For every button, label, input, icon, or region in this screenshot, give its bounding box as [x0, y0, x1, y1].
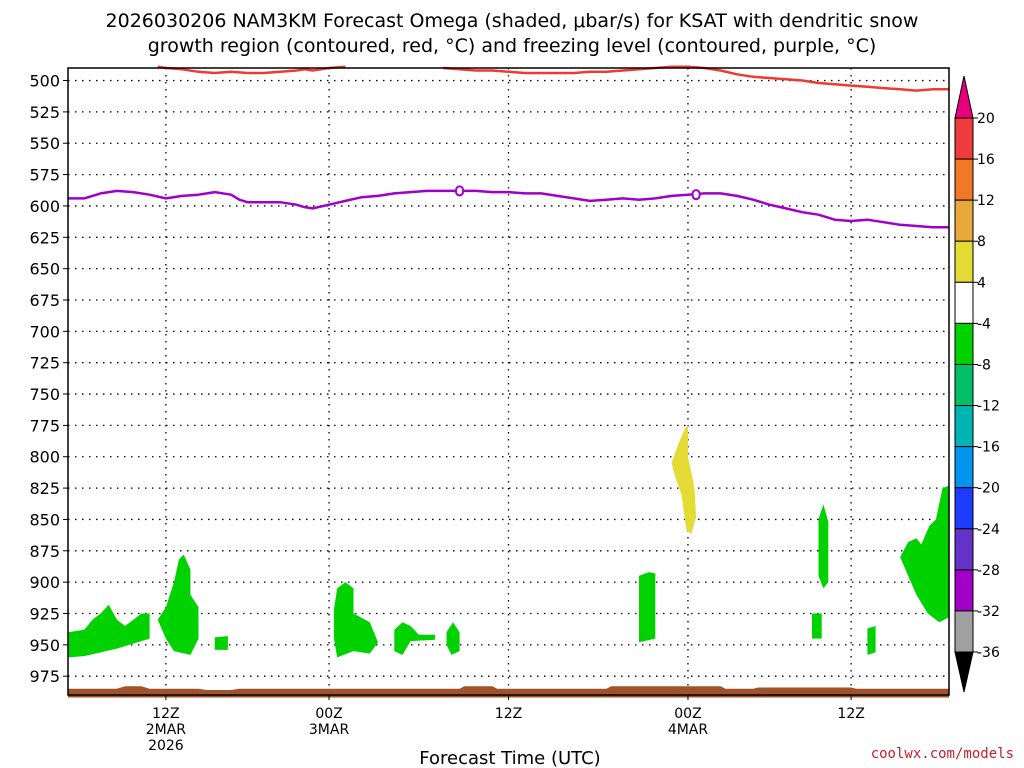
chart-title-line-1: 2026030206 NAM3KM Forecast Omega (shaded… [106, 10, 919, 32]
shaded-area [333, 582, 378, 658]
colorbar-swatch [954, 528, 974, 571]
colorbar-swatch [954, 446, 974, 489]
colorbar-swatch [954, 322, 974, 365]
colorbar-tick-label: -20 [977, 481, 1000, 497]
y-tick-label: 975 [29, 667, 60, 686]
colorbar-top-arrow [954, 75, 974, 119]
colorbar-tick-label: 4 [977, 275, 986, 291]
shaded-area [68, 604, 150, 658]
x-tick-label: 12Z [837, 706, 864, 722]
colorbar-tick-label: -28 [977, 563, 1000, 579]
y-tick-label: 700 [29, 322, 60, 341]
colorbar-swatch [954, 199, 974, 242]
freezing-level-line [68, 189, 949, 229]
shaded-area [867, 626, 876, 655]
x-tick-label: 3MAR [309, 722, 350, 738]
colorbar-tick-label: -16 [977, 440, 1000, 456]
x-tick-label: 00Z [674, 706, 701, 722]
colorbar-swatch [954, 569, 974, 612]
x-tick-label: 2026 [148, 738, 184, 754]
y-tick-label: 825 [29, 479, 60, 498]
chart-title-line-2: growth region (contoured, red, °C) and f… [148, 35, 877, 57]
colorbar-tick-label: 12 [977, 193, 995, 209]
colorbar-swatch [954, 240, 974, 283]
y-tick-label: 650 [29, 260, 60, 279]
y-tick-label: 750 [29, 385, 60, 404]
colorbar-swatch [954, 363, 974, 407]
y-tick-label: 775 [29, 416, 60, 435]
x-tick-label: 12Z [152, 706, 179, 722]
y-tick-label: 875 [29, 542, 60, 561]
y-tick-label: 725 [29, 354, 60, 373]
shaded-area [639, 572, 656, 643]
shaded-area [671, 425, 697, 535]
colorbar-swatch [954, 117, 974, 160]
x-tick-label: 00Z [315, 706, 342, 722]
colorbar-tick-label: -12 [977, 399, 1000, 415]
colorbar-bottom-arrow [954, 651, 974, 693]
y-tick-label: 900 [29, 573, 60, 592]
contour-label-marker [691, 189, 701, 201]
colorbar-swatch [954, 610, 974, 653]
colorbar-swatch [954, 158, 974, 201]
y-tick-label: 925 [29, 604, 60, 623]
colorbar: 20 16 12 8 4 -4 -8 -12 -16 -20 -24 -28 -32 -36 [954, 75, 1000, 693]
x-axis-label: Forecast Time (UTC) [419, 748, 600, 768]
colorbar-tick-label: 8 [977, 234, 986, 250]
colorbar-swatch [954, 405, 974, 448]
shaded-area [157, 554, 199, 655]
y-tick-label: 675 [29, 291, 60, 310]
x-tick-label: 12Z [495, 706, 522, 722]
colorbar-tick-label: -8 [977, 357, 991, 373]
credit-text: coolwx.com/models [871, 746, 1014, 762]
shaded-area [818, 504, 829, 589]
y-tick-label: 600 [29, 197, 60, 216]
colorbar-swatch [954, 281, 974, 324]
y-tick-label: 625 [29, 228, 60, 247]
y-tick-label: 575 [29, 166, 60, 185]
colorbar-tick-label: -32 [977, 604, 1000, 620]
contour-label-marker [455, 185, 465, 197]
colorbar-tick-label: 20 [977, 111, 995, 127]
colorbar-tick-label: 16 [977, 152, 995, 168]
plot-area [68, 68, 949, 695]
y-tick-label: 500 [29, 72, 60, 91]
y-tick-label: 525 [29, 103, 60, 122]
colorbar-swatch [954, 487, 974, 530]
y-axis: 500 525 550 575 600 625 650 675 700 725 750 775 800 8… [29, 72, 68, 686]
x-tick-label: 4MAR [668, 722, 709, 738]
y-tick-label: 950 [29, 636, 60, 655]
y-tick-label: 800 [29, 448, 60, 467]
shaded-area [446, 622, 460, 655]
colorbar-tick-label: -4 [977, 316, 991, 332]
shaded-area [900, 485, 949, 623]
shaded-area [214, 636, 228, 650]
colorbar-tick-label: -24 [977, 522, 1000, 538]
y-tick-label: 850 [29, 510, 60, 529]
y-tick-label: 550 [29, 134, 60, 153]
x-tick-label: 2MAR [146, 722, 187, 738]
shaded-area [394, 622, 436, 655]
colorbar-tick-label: -36 [977, 645, 1000, 661]
shaded-area [812, 613, 822, 639]
